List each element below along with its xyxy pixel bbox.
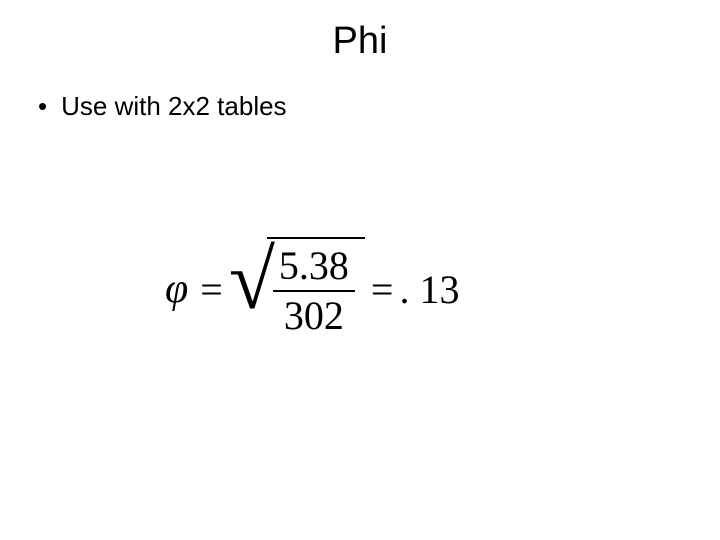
radical-symbol: √ — [229, 246, 275, 316]
phi-symbol: φ — [165, 265, 188, 313]
phi-equation: φ = √ 5.38 302 = . 13 — [165, 240, 459, 338]
equals-sign-1: = — [200, 266, 223, 313]
numerator: 5.38 — [273, 244, 355, 288]
bullet-text: Use with 2x2 tables — [61, 91, 286, 122]
bullet-marker: • — [38, 91, 47, 122]
equals-sign-2: = — [371, 266, 394, 313]
result-value: . 13 — [399, 266, 459, 313]
bullet-item: • Use with 2x2 tables — [38, 91, 720, 122]
slide-title: Phi — [0, 0, 720, 63]
fraction: 5.38 302 — [273, 244, 355, 338]
sqrt-overline — [267, 237, 365, 239]
fraction-bar — [273, 290, 355, 292]
denominator: 302 — [273, 294, 355, 338]
bullet-list: • Use with 2x2 tables — [0, 63, 720, 122]
radicand: 5.38 302 — [271, 240, 361, 338]
square-root: √ 5.38 302 — [229, 240, 361, 338]
